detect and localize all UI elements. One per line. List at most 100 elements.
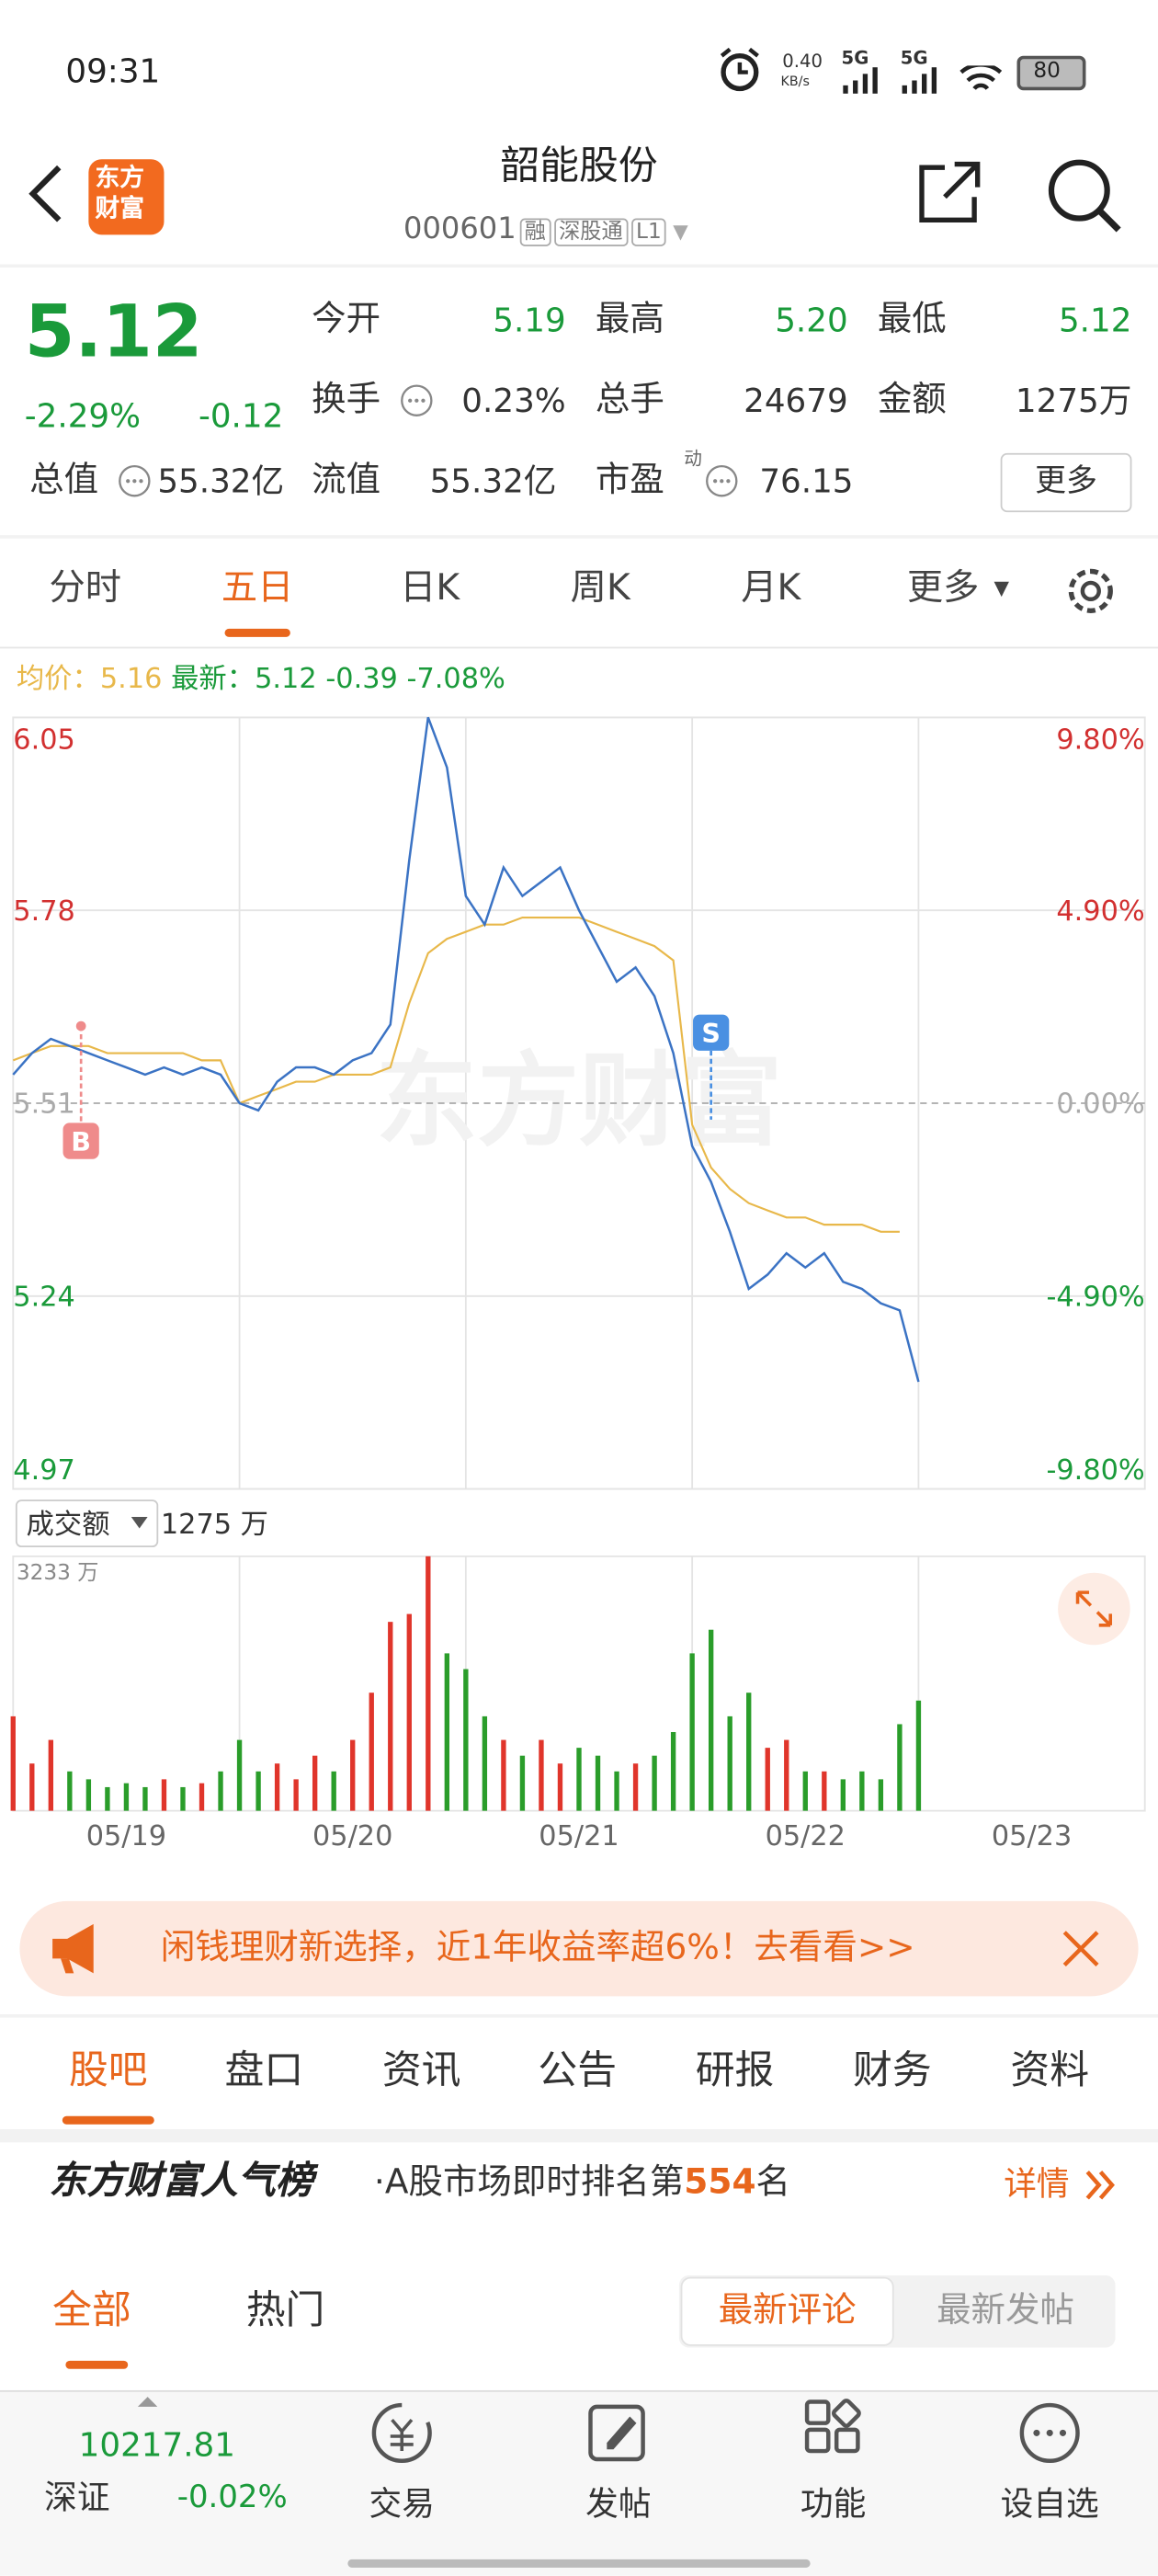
field-value: 5.20 bbox=[775, 300, 848, 340]
period-tab[interactable]: 分时 bbox=[49, 567, 122, 610]
volume-bar bbox=[689, 1653, 695, 1811]
index-value[interactable]: 10217.81 bbox=[78, 2424, 235, 2465]
day-grid bbox=[12, 716, 1146, 1812]
detail-arrow bbox=[1085, 2171, 1115, 2200]
index-change[interactable]: -0.02% bbox=[176, 2479, 288, 2515]
divider bbox=[0, 2014, 1158, 2018]
section-tab[interactable]: 研报 bbox=[695, 2046, 775, 2093]
sort-option[interactable]: 最新评论 bbox=[718, 2290, 857, 2330]
dropdown-arrow[interactable]: ▼ bbox=[673, 220, 688, 244]
volume-bar bbox=[614, 1771, 619, 1811]
tab-underline bbox=[62, 2115, 154, 2125]
volume-current: 1275 万 bbox=[161, 1509, 268, 1541]
field-label: 总手 bbox=[595, 379, 664, 419]
y2-tick-label: -9.80% bbox=[1046, 1454, 1144, 1487]
volume-bar bbox=[255, 1771, 261, 1811]
filter-tab[interactable]: 全部 bbox=[52, 2286, 131, 2333]
volume-bar bbox=[708, 1629, 714, 1811]
rank-detail[interactable]: 详情 bbox=[1004, 2167, 1069, 2200]
volume-bar bbox=[236, 1739, 243, 1811]
volume-bar bbox=[670, 1732, 676, 1811]
battery bbox=[1016, 55, 1086, 91]
volume-bar bbox=[142, 1786, 148, 1811]
section-tab[interactable]: 盘口 bbox=[224, 2046, 304, 2093]
volume-bar bbox=[218, 1771, 223, 1811]
trade-label: B bbox=[71, 1126, 91, 1157]
y-tick-label: 6.05 bbox=[13, 724, 75, 756]
field-value: 24679 bbox=[744, 381, 848, 421]
section-tab[interactable]: 财务 bbox=[853, 2046, 932, 2093]
expand-button[interactable] bbox=[1058, 1572, 1130, 1646]
y-tick-label: 4.97 bbox=[13, 1454, 75, 1487]
back-button[interactable] bbox=[23, 161, 73, 230]
rank-brand: 东方财富人气榜 bbox=[49, 2160, 313, 2204]
x-tick-label: 05/19 bbox=[86, 1820, 166, 1852]
index-name[interactable]: 深证 bbox=[44, 2477, 110, 2517]
volume-bar bbox=[274, 1763, 280, 1811]
divider bbox=[0, 535, 1158, 539]
settings-button[interactable] bbox=[1060, 560, 1122, 622]
volume-bar bbox=[632, 1763, 639, 1811]
dropdown-arrow[interactable]: ▼ bbox=[993, 576, 1010, 599]
section-tab[interactable]: 资讯 bbox=[381, 2046, 461, 2093]
field-value: 55.32亿 bbox=[429, 461, 557, 501]
stock-code-row: 000601 融深股通 L1 ▼ bbox=[403, 214, 688, 246]
watermark: 东方财富 bbox=[376, 1043, 783, 1161]
sort-option[interactable]: 最新发帖 bbox=[937, 2290, 1074, 2330]
megaphone-icon bbox=[52, 1923, 94, 1974]
filter-tab[interactable]: 热门 bbox=[245, 2286, 325, 2333]
period-tab[interactable]: 五日 bbox=[221, 567, 294, 610]
sort-active bbox=[680, 2276, 894, 2346]
field-label: 今开 bbox=[312, 298, 381, 338]
net-speed-unit: KB/s bbox=[780, 74, 810, 89]
section-tab[interactable]: 资料 bbox=[1010, 2046, 1090, 2093]
bottom-nav bbox=[0, 2389, 1158, 2576]
rank-suffix: 名 bbox=[755, 2161, 791, 2202]
banner[interactable] bbox=[19, 1900, 1139, 1997]
period-tab[interactable]: 周K bbox=[570, 567, 630, 610]
period-tab[interactable]: 月K bbox=[741, 567, 801, 610]
x-tick-label: 05/22 bbox=[766, 1820, 846, 1852]
nav-item[interactable]: 交易 bbox=[369, 2483, 435, 2524]
more-label[interactable]: 更多 bbox=[1035, 462, 1097, 499]
volume-bar bbox=[105, 1786, 110, 1811]
y2-tick-label: 0.00% bbox=[1056, 1089, 1144, 1121]
share-button[interactable] bbox=[912, 157, 984, 230]
section-tab[interactable]: 股吧 bbox=[68, 2046, 148, 2093]
volume-bar bbox=[369, 1693, 374, 1811]
volume-selector[interactable] bbox=[15, 1499, 159, 1548]
chart: 东方财富 4.97 5.24 5.51 5.78 6.05 -9.80% -4.90% 0.00… bbox=[10, 716, 1146, 1852]
period-tab[interactable]: 更多 bbox=[906, 567, 980, 610]
y-tick-label: 5.24 bbox=[13, 1282, 75, 1314]
network: 5G bbox=[841, 47, 869, 69]
filter-underline bbox=[65, 2360, 129, 2369]
nav-item[interactable]: 设自选 bbox=[1000, 2483, 1099, 2524]
volume-bar bbox=[312, 1755, 318, 1811]
trade-badge bbox=[693, 1014, 730, 1051]
detail-label[interactable]: 详情 bbox=[1004, 2163, 1070, 2204]
volume-bar bbox=[519, 1755, 526, 1811]
volume-bar bbox=[746, 1693, 752, 1811]
more-button[interactable] bbox=[1000, 452, 1132, 513]
volume-bar bbox=[350, 1739, 356, 1811]
volume-bar bbox=[123, 1783, 130, 1811]
close-banner[interactable] bbox=[1058, 1926, 1104, 1972]
field-label: 市盈 bbox=[595, 459, 664, 499]
period-tab[interactable]: 日K bbox=[400, 567, 460, 610]
index-arrow bbox=[137, 2397, 158, 2407]
nav-item[interactable]: 功能 bbox=[800, 2483, 867, 2524]
volume-bar bbox=[878, 1779, 884, 1811]
volume-bar bbox=[539, 1739, 544, 1811]
volume-bar bbox=[859, 1771, 865, 1811]
field-value: 76.15 bbox=[759, 461, 854, 501]
banner-text[interactable]: 闲钱理财新选择，近1年收益率超6%！去看看>> bbox=[160, 1927, 915, 1967]
volume-bar bbox=[840, 1779, 846, 1811]
nav-item[interactable]: 发帖 bbox=[585, 2483, 652, 2524]
volume-bar bbox=[557, 1763, 563, 1811]
search-button[interactable] bbox=[1043, 154, 1125, 236]
volume-bar bbox=[482, 1715, 488, 1811]
expand-icon bbox=[1075, 1590, 1113, 1627]
trade-label: S bbox=[701, 1018, 721, 1049]
y-tick-label: 5.51 bbox=[13, 1089, 75, 1121]
section-tab[interactable]: 公告 bbox=[538, 2046, 618, 2093]
